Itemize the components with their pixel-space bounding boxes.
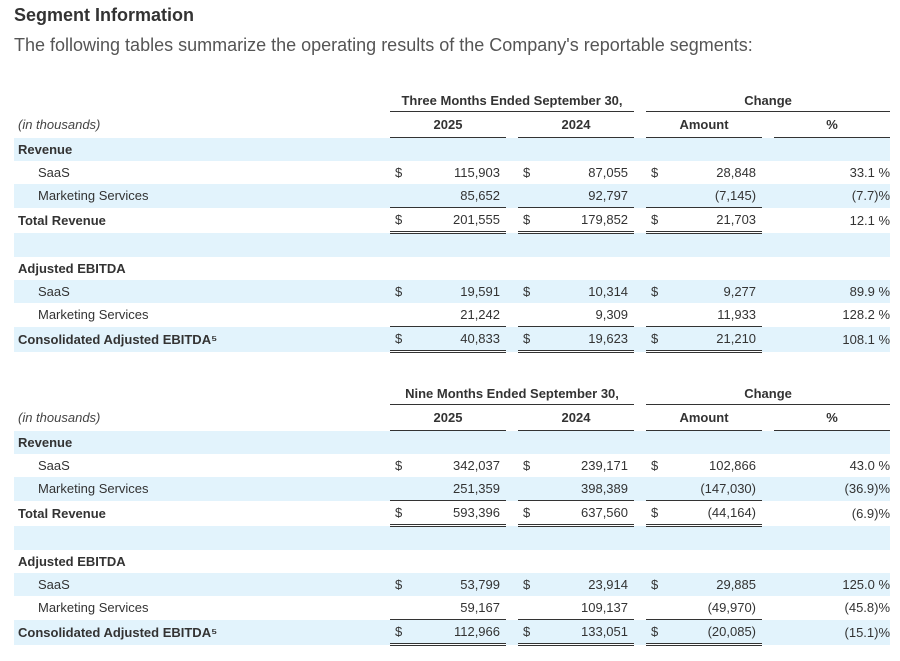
year-current-header: 2025 (390, 404, 506, 431)
year-prior-header: 2024 (518, 404, 634, 431)
table-row: SaaS $19,591 $10,314 $9,277 89.9 % (14, 280, 891, 303)
table-row: Marketing Services 85,652 92,797 (7,145)… (14, 184, 891, 208)
section-heading: Segment Information (14, 5, 195, 25)
period-header-row: Nine Months Ended September 30, Change (14, 384, 891, 405)
total-row: Total Revenue $593,396 $637,560 $ (44,164… (14, 500, 890, 527)
table-row: SaaS $115,903 $87,055 $28,848 33.1 % (38, 165, 891, 180)
percent-header: % (774, 111, 891, 138)
amount-header: Amount (646, 404, 762, 431)
units-label: (in thousands) (18, 117, 101, 132)
nine-months-table: Nine Months Ended September 30, Change (… (14, 384, 891, 646)
ebitda-section-row: Adjusted EBITDA (14, 257, 890, 280)
table-row: Marketing Services 59,167 109,137 (49,97… (14, 596, 890, 620)
revenue-section-row: Revenue (14, 430, 891, 454)
spacer-row (14, 232, 891, 257)
change-header: Change (646, 91, 891, 112)
ebitda-label: Adjusted EBITDA (18, 261, 126, 276)
column-header-row: (in thousands) 2025 2024 Amount % (14, 404, 891, 431)
revenue-label: Revenue (14, 430, 376, 454)
spacer-row (14, 525, 891, 550)
revenue-section-row: Revenue (14, 137, 891, 161)
table-row: Marketing Services 21,242 9,309 11,933 1… (14, 303, 890, 327)
consolidated-row: Consolidated Adjusted EBITDA⁵ $112,966 $… (14, 619, 891, 646)
amount-header: Amount (646, 111, 763, 138)
table-row: SaaS $53,799 $23,914 $29,885 125.0 % (14, 573, 891, 596)
year-prior-header: 2024 (518, 111, 635, 138)
revenue-label: Revenue (14, 137, 376, 161)
table-row: Marketing Services 251,359 398,389 (147,… (14, 477, 891, 501)
segment-table: Nine Months Ended September 30, Change (… (14, 384, 891, 646)
period-header: Nine Months Ended September 30, (390, 384, 634, 405)
percent-header: % (774, 404, 891, 431)
intro-text: The following tables summarize the opera… (14, 35, 753, 55)
segment-table: Three Months Ended September 30, Change … (14, 91, 891, 353)
year-current-header: 2025 (390, 111, 506, 138)
total-row: Total Revenue $201,555 $179,852 $21,703 … (14, 207, 890, 234)
period-header: Three Months Ended September 30, (390, 91, 635, 112)
column-header-row: (in thousands) 2025 2024 Amount % (14, 111, 891, 138)
three-months-table: Three Months Ended September 30, Change … (14, 91, 891, 353)
ebitda-section-row: Adjusted EBITDA (14, 550, 890, 573)
period-header-row: Three Months Ended September 30, Change (14, 91, 891, 112)
ebitda-label: Adjusted EBITDA (18, 554, 126, 569)
consolidated-row: Consolidated Adjusted EBITDA⁵ $40,833 $1… (14, 326, 891, 353)
table-row: SaaS $342,037 $239,171 $102,866 43.0 % (38, 458, 891, 473)
units-label: (in thousands) (18, 410, 101, 425)
change-header: Change (646, 384, 891, 405)
